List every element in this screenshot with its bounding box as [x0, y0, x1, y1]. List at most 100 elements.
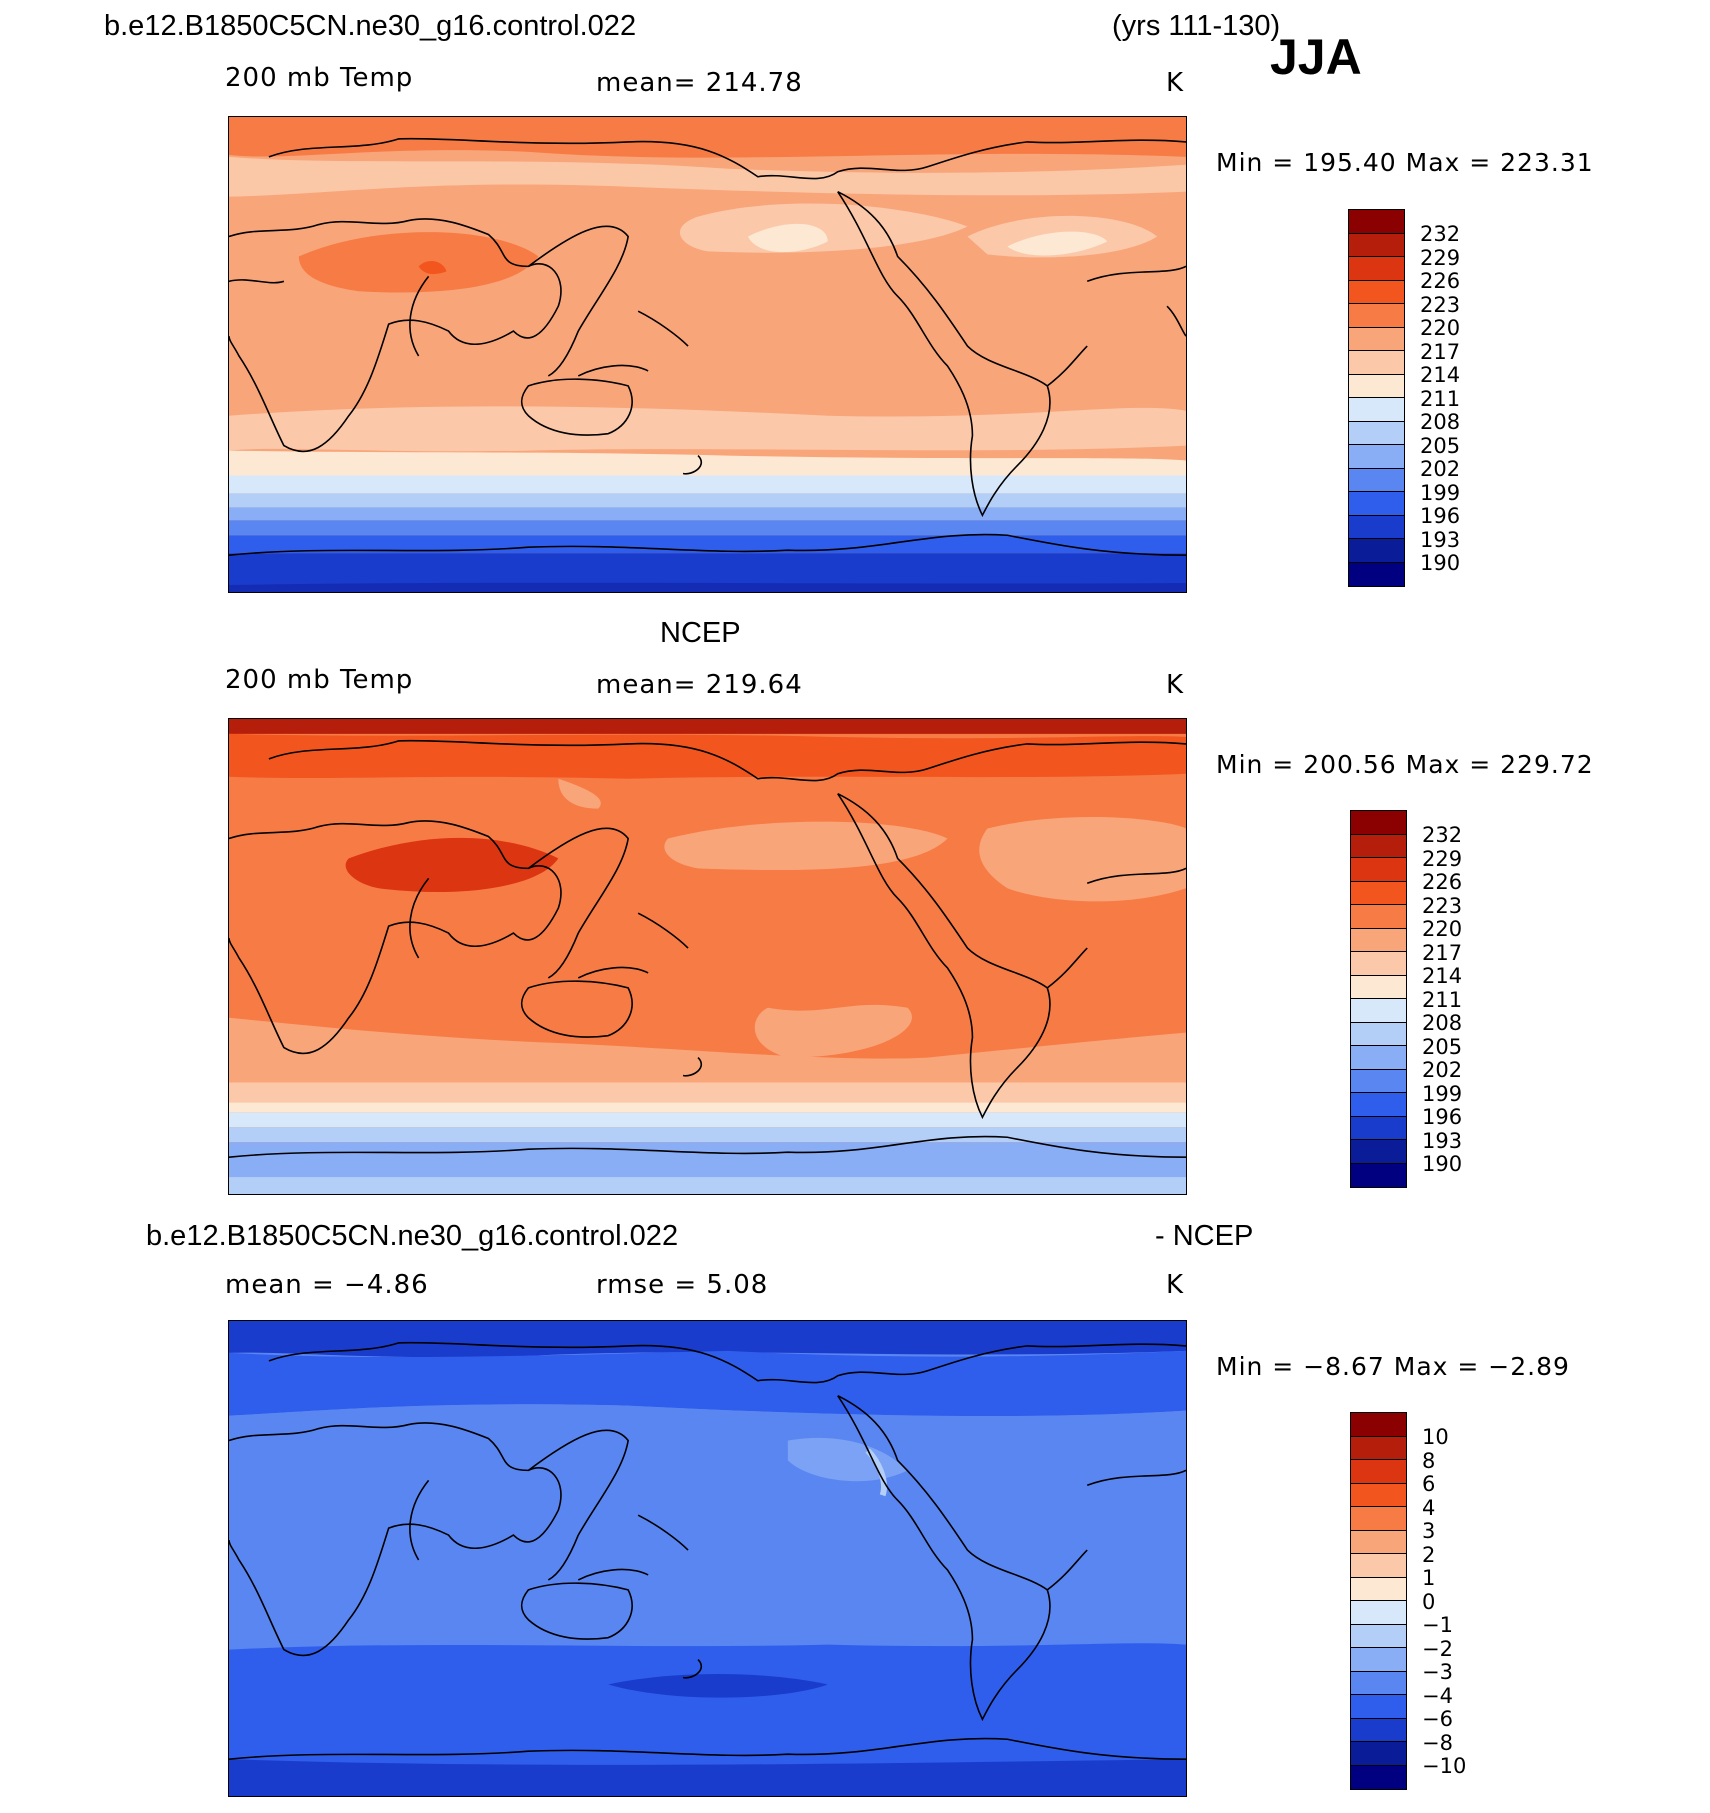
legend-swatch [1349, 492, 1404, 516]
legend-label: 2 [1422, 1542, 1436, 1567]
legend-label: −10 [1422, 1754, 1467, 1778]
legend-label: 208 [1420, 410, 1461, 434]
legend-label: 232 [1422, 823, 1463, 847]
panel3-map [228, 1320, 1187, 1797]
legend-label: 190 [1420, 551, 1461, 575]
panel2-variable: 200 mb Temp [225, 665, 414, 695]
legend-swatch [1351, 1718, 1406, 1742]
legend-swatch [1351, 1046, 1406, 1070]
legend-label: −4 [1422, 1683, 1453, 1708]
panel1-minmax: Min = 195.40 Max = 223.31 [1216, 148, 1594, 177]
legend-label: −8 [1422, 1730, 1453, 1755]
panel3-legend-colorbar [1350, 1412, 1407, 1790]
legend-swatch [1351, 1436, 1406, 1460]
legend-swatch [1351, 928, 1406, 952]
panel2-units: K [1166, 670, 1185, 700]
legend-label: 199 [1420, 480, 1461, 505]
panel1-legend-colorbar [1348, 209, 1405, 587]
case-title: b.e12.B1850C5CN.ne30_g16.control.022 [104, 10, 637, 42]
years-label: (yrs 111-130) [1112, 10, 1281, 42]
panel1-units: K [1166, 68, 1185, 98]
legend-swatch [1351, 1483, 1406, 1507]
legend-label: 220 [1422, 917, 1463, 941]
legend-label: 202 [1420, 457, 1461, 481]
legend-label: 226 [1422, 870, 1463, 894]
panel3-units: K [1166, 1270, 1185, 1300]
legend-label: 214 [1422, 964, 1463, 988]
legend-swatch [1351, 1742, 1406, 1766]
legend-label: 193 [1422, 1128, 1463, 1153]
legend-swatch [1351, 1116, 1406, 1140]
legend-label: 8 [1422, 1448, 1436, 1473]
legend-swatch [1351, 1413, 1406, 1437]
legend-label: 205 [1422, 1034, 1463, 1059]
legend-label: 202 [1422, 1058, 1463, 1082]
legend-swatch [1351, 1577, 1406, 1601]
legend-label: 205 [1420, 433, 1461, 458]
legend-swatch [1349, 210, 1404, 234]
legend-swatch [1349, 468, 1404, 492]
legend-label: 211 [1420, 386, 1461, 411]
legend-swatch [1351, 1140, 1406, 1164]
legend-label: −1 [1422, 1613, 1453, 1637]
legend-label: 229 [1420, 245, 1461, 270]
legend-label: −2 [1422, 1636, 1453, 1661]
legend-swatch [1351, 811, 1406, 835]
legend-swatch [1351, 1163, 1406, 1187]
legend-swatch [1349, 280, 1404, 304]
legend-label: −3 [1422, 1660, 1453, 1684]
legend-swatch [1351, 1601, 1406, 1625]
legend-label: 211 [1422, 987, 1463, 1012]
legend-swatch [1351, 881, 1406, 905]
legend-swatch [1351, 1695, 1406, 1719]
legend-swatch [1349, 445, 1404, 469]
legend-swatch [1349, 539, 1404, 563]
legend-label: 220 [1420, 316, 1461, 340]
legend-label: 226 [1420, 269, 1461, 293]
legend-label: 223 [1420, 292, 1461, 317]
legend-swatch [1349, 421, 1404, 445]
panel2-legend-colorbar [1350, 810, 1407, 1188]
panel3-minmax: Min = −8.67 Max = −2.89 [1216, 1352, 1570, 1381]
panel2-title: NCEP [660, 617, 741, 649]
legend-swatch [1351, 905, 1406, 929]
season-label: JJA [1270, 29, 1362, 85]
legend-swatch [1349, 327, 1404, 351]
legend-swatch [1349, 351, 1404, 375]
panel2-mean: mean= 219.64 [596, 670, 803, 700]
legend-swatch [1351, 1765, 1406, 1789]
legend-swatch [1351, 1648, 1406, 1672]
legend-label: 199 [1422, 1081, 1463, 1106]
legend-swatch [1349, 374, 1404, 398]
legend-label: 196 [1422, 1105, 1463, 1129]
panel3-mean: mean = −4.86 [225, 1270, 429, 1300]
panel2-map [228, 718, 1187, 1195]
legend-swatch [1351, 1530, 1406, 1554]
legend-label: 3 [1422, 1519, 1436, 1543]
legend-label: 223 [1422, 893, 1463, 918]
legend-swatch [1349, 398, 1404, 422]
panel1-mean: mean= 214.78 [596, 68, 803, 98]
legend-swatch [1351, 1069, 1406, 1093]
legend-swatch [1351, 952, 1406, 976]
legend-label: 193 [1420, 527, 1461, 552]
legend-label: 232 [1420, 222, 1461, 246]
legend-swatch [1349, 515, 1404, 539]
legend-swatch [1349, 562, 1404, 586]
panel3-rmse: rmse = 5.08 [596, 1270, 769, 1300]
legend-swatch [1349, 233, 1404, 257]
legend-label: 0 [1422, 1589, 1436, 1614]
legend-label: 229 [1422, 846, 1463, 871]
legend-label: 190 [1422, 1152, 1463, 1176]
legend-label: 6 [1422, 1472, 1436, 1496]
legend-swatch [1351, 1671, 1406, 1695]
legend-swatch [1351, 858, 1406, 882]
legend-label: 196 [1420, 504, 1461, 528]
panel3-title-right: - NCEP [1155, 1220, 1254, 1252]
panel1-variable: 200 mb Temp [225, 63, 414, 93]
legend-label: 208 [1422, 1011, 1463, 1035]
panel1-map [228, 116, 1187, 593]
panel2-minmax: Min = 200.56 Max = 229.72 [1216, 750, 1594, 779]
legend-label: 217 [1420, 339, 1461, 364]
panel3-title: b.e12.B1850C5CN.ne30_g16.control.022 [146, 1220, 679, 1252]
